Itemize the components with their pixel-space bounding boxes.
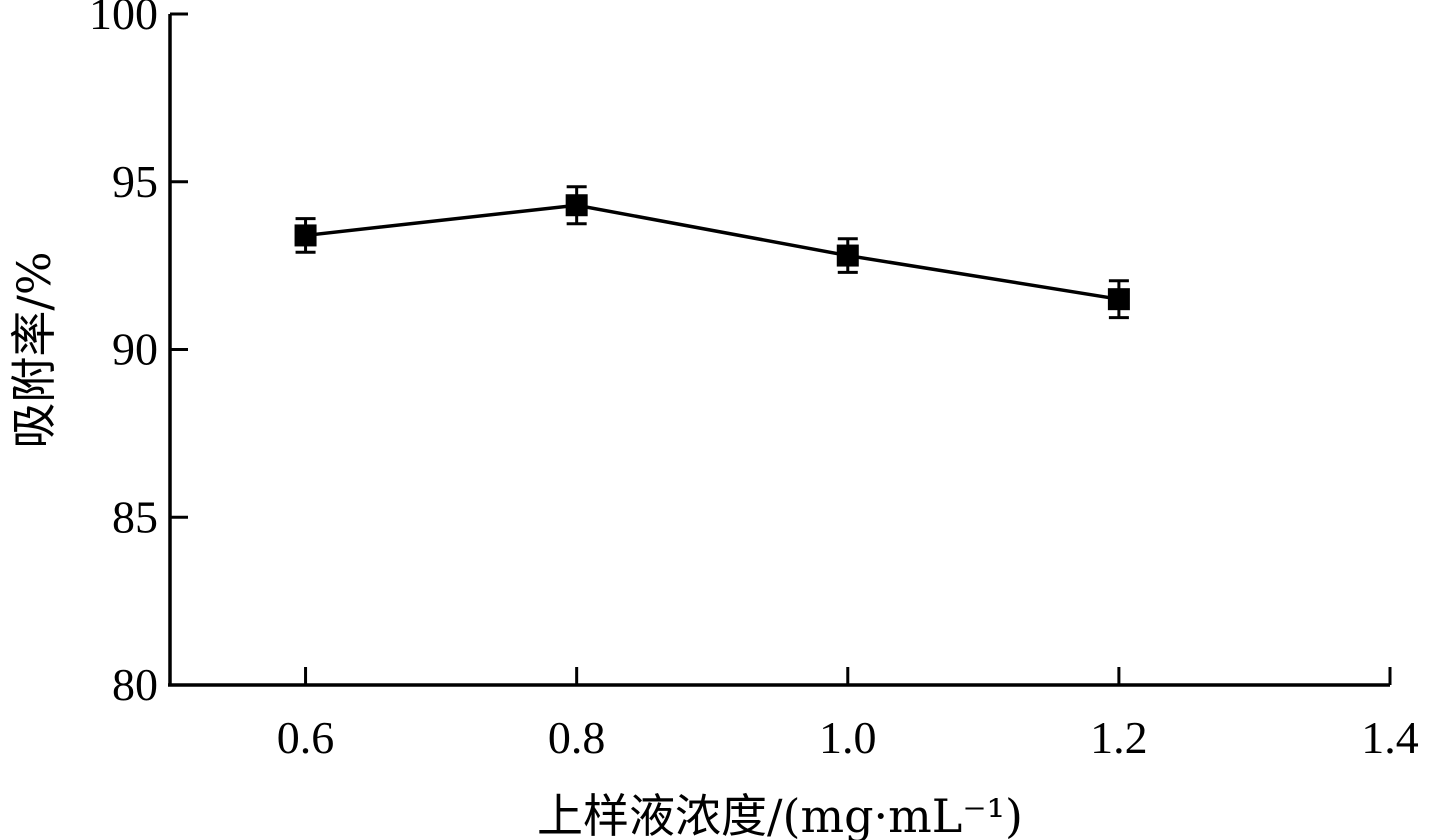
ticks: 80 85 90 95 100 0.6 0.8 1.0 1.2 1.4 [89, 0, 1419, 763]
y-tick-label: 80 [112, 659, 158, 710]
data-point-marker [836, 244, 859, 267]
y-tick-label: 100 [89, 0, 158, 39]
x-tick-label: 0.6 [277, 712, 335, 763]
y-tick-label: 85 [112, 491, 158, 542]
data-point-marker [294, 224, 317, 247]
y-tick-label: 95 [112, 156, 158, 207]
data-point-marker [1107, 288, 1130, 311]
series [294, 185, 1130, 320]
x-tick-label: 1.4 [1361, 712, 1419, 763]
x-axis-title: 上样液浓度/(mg·mL⁻¹) [537, 789, 1023, 840]
y-axis-title: 吸附率/% [7, 251, 61, 448]
x-tick-label: 1.0 [819, 712, 877, 763]
series-line [305, 203, 1120, 301]
x-tick-label: 1.2 [1090, 712, 1148, 763]
axes [168, 14, 1390, 687]
x-tick-label: 0.8 [548, 712, 606, 763]
y-tick-label: 90 [112, 324, 158, 375]
data-point-marker [565, 194, 588, 217]
